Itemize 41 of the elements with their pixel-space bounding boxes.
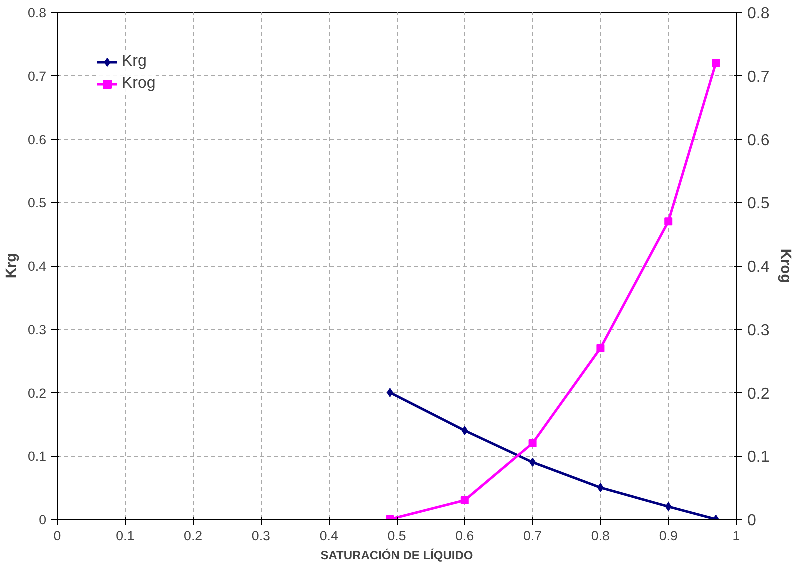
x-tick-label: 0.9 xyxy=(659,528,678,544)
point xyxy=(460,496,469,504)
point xyxy=(596,344,605,352)
point xyxy=(528,439,537,448)
x-tick-label: 0.4 xyxy=(320,528,339,544)
x-tick-label: 0.7 xyxy=(524,528,542,544)
y-tick-label: 0.2 xyxy=(28,386,47,401)
legend-label: Krog xyxy=(122,75,156,93)
x-tick-label: 0.8 xyxy=(591,528,610,544)
x-tick-label: 0 xyxy=(54,528,62,544)
y-tick-label: 0.8 xyxy=(28,6,47,20)
y2-tick-label: 0.1 xyxy=(748,449,770,466)
point xyxy=(462,426,468,436)
x-axis-title: SATURACIÓN DE LÍQUIDO xyxy=(320,548,474,562)
x-tick-label: 0.5 xyxy=(388,528,406,544)
x-tick-label: 0.1 xyxy=(116,528,135,544)
y2-tick-label: 0.5 xyxy=(748,196,770,213)
y-tick-label: 0 xyxy=(39,512,47,528)
y-tick-label: 0.1 xyxy=(28,449,47,464)
y2-tick-label: 0.8 xyxy=(748,6,770,22)
point xyxy=(664,218,673,226)
y-tick-label: 0.6 xyxy=(28,132,47,148)
y-axis-title: Krg xyxy=(4,253,20,279)
y2-tick-label: 0.7 xyxy=(748,68,770,86)
y-tick-label: 0.5 xyxy=(28,196,47,211)
x-tick-label: 0.3 xyxy=(252,528,270,544)
y2-tick-label: 0 xyxy=(748,512,756,530)
x-tick-label: 0.2 xyxy=(184,528,203,544)
x-tick-label: 0.6 xyxy=(456,528,474,544)
y2-tick-label: 0.2 xyxy=(748,386,770,403)
y2-tick-label: 0.6 xyxy=(748,132,770,150)
y-tick-label: 0.4 xyxy=(28,259,48,274)
y-tick-label: 0.3 xyxy=(28,322,47,338)
y2-tick-label: 0.4 xyxy=(748,259,770,276)
y2-axis-title: Krog xyxy=(778,248,794,284)
point xyxy=(665,502,672,512)
point xyxy=(712,59,720,68)
y-tick-label: 0.7 xyxy=(28,68,47,84)
x-tick-label: 1 xyxy=(732,528,740,544)
legend-label: Krg xyxy=(122,53,147,71)
y2-tick-label: 0.3 xyxy=(748,322,770,340)
